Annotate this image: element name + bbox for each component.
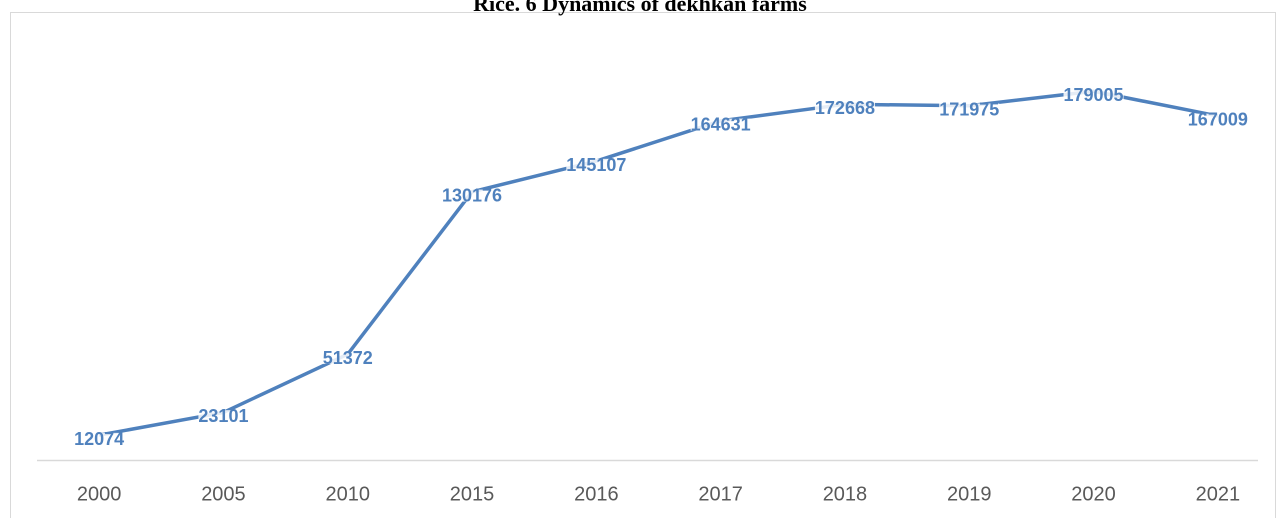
data-line — [98, 89, 1219, 437]
data-label-bg — [814, 102, 875, 115]
x-tick-label: 2000 — [77, 483, 122, 505]
x-tick-label: 2021 — [1196, 483, 1241, 505]
data-label: 172668 — [815, 98, 875, 118]
x-tick-label: 2018 — [823, 483, 868, 505]
x-tick-label: 2016 — [574, 483, 619, 505]
data-label-bg — [74, 432, 125, 445]
data-label-bg — [939, 103, 1000, 116]
data-label-bg — [566, 158, 627, 171]
data-label: 130176 — [442, 186, 502, 206]
chart-title: Rice. 6 Dynamics of dekhkan farms — [473, 0, 807, 16]
data-label-bg — [1187, 113, 1248, 126]
data-label-bg — [690, 118, 751, 131]
x-tick-label: 2019 — [947, 483, 992, 505]
data-label: 167009 — [1188, 110, 1248, 130]
x-tick-label: 2017 — [698, 483, 743, 505]
data-label: 145107 — [566, 155, 626, 175]
data-label: 164631 — [691, 115, 751, 135]
data-label-bg — [322, 351, 373, 364]
data-label: 12074 — [74, 429, 124, 449]
x-tick-label: 2010 — [326, 483, 371, 505]
data-label: 51372 — [323, 348, 373, 368]
data-label: 171975 — [939, 99, 999, 119]
data-label-bg — [198, 410, 249, 423]
data-label-bg — [442, 189, 503, 202]
x-tick-label: 2005 — [201, 483, 246, 505]
x-tick-label: 2015 — [450, 483, 495, 505]
data-label-bg — [1063, 88, 1124, 101]
data-label: 23101 — [198, 406, 248, 426]
x-tick-label: 2020 — [1071, 483, 1116, 505]
data-label: 179005 — [1064, 85, 1124, 105]
